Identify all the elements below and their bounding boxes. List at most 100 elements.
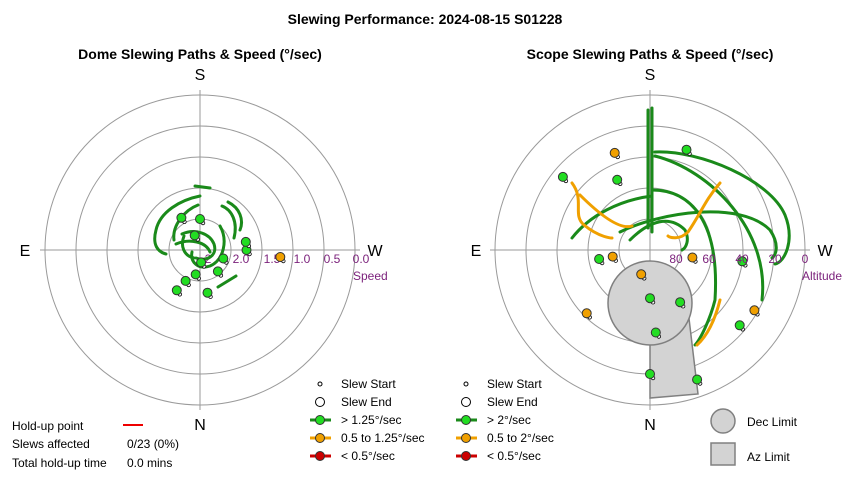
scope-slew-end-point (609, 147, 620, 158)
total-holdup-value: 0.0 mins (127, 456, 172, 470)
scope-panel: Scope Slewing Paths & Speed (°/sec) S N … (471, 46, 843, 434)
scope-slew-end-point (687, 252, 698, 263)
dome-path (226, 200, 243, 232)
scope-slew-end-point (692, 374, 703, 385)
dome-slew-end-point (171, 285, 182, 296)
dome-tick-0.0: 0.0 (353, 252, 370, 266)
dome-slew-end-point (240, 236, 251, 247)
scope-slew-end-point (607, 251, 618, 262)
dome-panel: Dome Slewing Paths & Speed (°/sec) S N E… (20, 46, 388, 434)
dome-legend-slew-end: Slew End (341, 395, 392, 409)
scope-legend-slew-start: Slew Start (487, 377, 542, 391)
az-limit-swatch (710, 442, 736, 466)
scope-path (653, 150, 791, 266)
dome-path (216, 274, 238, 289)
scope-slew-end-point (557, 171, 568, 182)
scope-path (570, 181, 614, 240)
scope-markers (557, 144, 760, 386)
scope-tick-40: 40 (735, 252, 749, 266)
legend-slew-start-marker (463, 381, 469, 387)
legend-medium-marker (315, 433, 325, 443)
dome-legend-medium: 0.5 to 1.25°/sec (341, 431, 425, 445)
dome-slew-end-point (190, 269, 201, 280)
scope-legend: Slew Start Slew End > 2°/sec 0.5 to 2°/s… (456, 377, 798, 466)
holdup-point-label: Hold-up point (12, 419, 84, 433)
dome-axis-label: Speed (353, 269, 388, 283)
scope-title: Scope Slewing Paths & Speed (°/sec) (527, 46, 774, 62)
scope-paths (570, 106, 791, 347)
scope-path (650, 188, 718, 347)
scope-slew-end-point (645, 293, 655, 304)
dome-path (193, 184, 212, 190)
dome-cardinal-e: E (20, 243, 31, 260)
scope-tick-0: 0 (802, 252, 809, 266)
dome-legend-slow: < 0.5°/sec (341, 449, 395, 463)
dome-tick-1.0: 1.0 (294, 252, 311, 266)
dome-markers (171, 212, 286, 299)
scope-slew-end-point (737, 256, 748, 267)
scope-cardinal-n: N (644, 417, 656, 434)
dome-legend: Slew Start Slew End > 1.25°/sec 0.5 to 1… (310, 377, 425, 463)
dome-cardinal-w: W (367, 243, 383, 260)
figure-title: Slewing Performance: 2024-08-15 S01228 (288, 11, 563, 27)
legend-slow-marker (315, 451, 325, 461)
scope-slew-end-point (734, 320, 745, 331)
dome-slew-end-point (196, 257, 207, 268)
dome-path (190, 224, 226, 269)
legend-slew-end-marker (315, 397, 325, 407)
legend-slew-end-marker (461, 397, 471, 407)
scope-path (578, 193, 634, 229)
dome-slew-end-point (176, 212, 187, 223)
scope-slew-end-point (650, 327, 661, 338)
scope-legend-fast: > 2°/sec (487, 413, 531, 427)
dome-slew-end-point (212, 266, 223, 277)
scope-slew-end-point (612, 174, 623, 185)
legend-slew-start-marker (317, 381, 323, 387)
scope-path (653, 154, 765, 302)
scope-slew-end-point (581, 308, 592, 319)
slews-affected-value: 0/23 (0%) (127, 437, 179, 451)
dome-slew-end-point (180, 275, 191, 286)
scope-slew-end-point (675, 297, 686, 308)
dec-limit-swatch (710, 408, 736, 434)
scope-path (666, 181, 722, 240)
scope-legend-slow: < 0.5°/sec (487, 449, 541, 463)
scope-tick-60: 60 (702, 252, 716, 266)
scope-cardinal-w: W (817, 243, 833, 260)
dome-title: Dome Slewing Paths & Speed (°/sec) (78, 46, 322, 62)
scope-legend-medium: 0.5 to 2°/sec (487, 431, 554, 445)
dome-path (174, 239, 212, 254)
dome-slew-end-point (202, 287, 213, 298)
legend-medium-marker (461, 433, 471, 443)
scope-legend-az-limit: Az Limit (747, 450, 790, 464)
dome-legend-slew-start: Slew Start (341, 377, 396, 391)
dome-path (153, 194, 202, 256)
scope-legend-dec-limit: Dec Limit (747, 415, 798, 429)
dome-slew-end-point (275, 252, 286, 262)
scope-tick-20: 20 (768, 252, 782, 266)
scope-slew-end-point (749, 305, 760, 316)
scope-cardinal-e: E (471, 243, 482, 260)
dome-path (220, 204, 237, 240)
dome-tick-0.5: 0.5 (324, 252, 341, 266)
dome-tick-2.0: 2.0 (233, 252, 250, 266)
legend-fast-marker (315, 415, 325, 425)
scope-cardinal-s: S (645, 67, 656, 84)
scope-axis-label: Altitude (802, 269, 842, 283)
scope-path (628, 219, 689, 252)
total-holdup-label: Total hold-up time (12, 456, 107, 470)
dome-path (180, 234, 196, 260)
legend-fast-marker (461, 415, 471, 425)
scope-path (695, 298, 722, 347)
dome-slew-end-point (195, 214, 205, 224)
dome-cardinal-n: N (194, 417, 206, 434)
scope-slew-end-point (645, 369, 655, 379)
scope-slew-end-point (594, 254, 605, 264)
slews-affected-label: Slews affected (12, 437, 90, 451)
scope-tick-80: 80 (669, 252, 683, 266)
legend-slow-marker (461, 451, 471, 461)
dome-cardinal-s: S (195, 67, 206, 84)
scope-slew-end-point (681, 144, 692, 155)
dome-legend-fast: > 1.25°/sec (341, 413, 402, 427)
